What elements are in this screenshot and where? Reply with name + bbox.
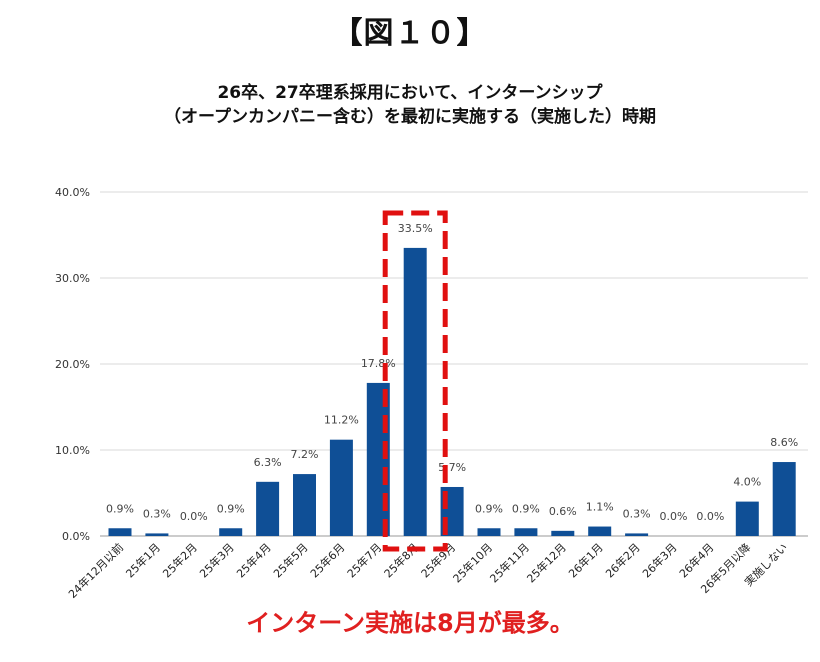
bar [735, 501, 759, 536]
data-label: 0.9% [475, 502, 503, 515]
conclusion-text: インターン実施は8月が最多。 [246, 609, 574, 637]
figure-label: 【図１０】 [332, 16, 488, 51]
y-axis-ticks: 0.0% 10.0% 20.0% 30.0% 40.0% [55, 186, 90, 543]
data-label: 0.0% [180, 510, 208, 523]
data-label: 6.3% [254, 456, 282, 469]
x-tick-label: 25年4月 [233, 540, 273, 580]
y-tick-label: 10.0% [55, 444, 90, 457]
data-label: 1.1% [586, 501, 614, 514]
x-tick-label: 25年10月 [450, 540, 495, 585]
highlight-box-august [382, 210, 448, 552]
y-tick-label: 30.0% [55, 272, 90, 285]
y-tick-label: 0.0% [62, 530, 90, 543]
bar [145, 533, 169, 536]
x-tick-label: 26年3月 [639, 540, 679, 580]
data-label: 7.2% [291, 448, 319, 461]
data-label: 5.7% [438, 461, 466, 474]
bar [551, 530, 575, 536]
data-label: 4.0% [733, 476, 761, 489]
bar [219, 528, 243, 536]
x-tick-label: 26年2月 [602, 540, 642, 580]
bar [514, 528, 538, 536]
data-label: 11.2% [324, 414, 359, 427]
x-tick-label: 24年12月以前 [65, 540, 126, 601]
x-tick-label: 25年3月 [197, 540, 237, 580]
bar [108, 528, 132, 536]
data-label: 33.5% [398, 222, 433, 235]
data-label: 0.3% [143, 507, 171, 520]
data-label: 17.8% [361, 357, 396, 370]
data-label: 0.0% [696, 510, 724, 523]
bar [329, 439, 353, 536]
x-tick-label: 25年12月 [524, 540, 569, 585]
gridlines [100, 191, 808, 537]
bar [403, 247, 427, 536]
y-tick-label: 40.0% [55, 186, 90, 199]
data-label: 0.9% [512, 502, 540, 515]
bar [477, 528, 501, 536]
x-tick-label: 25年1月 [123, 540, 163, 580]
x-tick-label: 25年11月 [487, 540, 532, 585]
bars [108, 247, 796, 536]
bar [588, 526, 612, 536]
x-tick-label: 25年6月 [307, 540, 347, 580]
data-label: 0.3% [623, 507, 651, 520]
bar [293, 474, 316, 536]
x-tick-label: 25年2月 [160, 540, 200, 580]
bar [256, 481, 280, 536]
data-label: 8.6% [770, 436, 798, 449]
data-label: 0.9% [217, 502, 245, 515]
chart-subtitle-line-1: 26卒、27卒理系採用において、インターンシップ [217, 83, 603, 103]
data-label: 0.9% [106, 502, 134, 515]
data-labels: 0.9% 0.3% 0.0% 0.9% 6.3% 7.2% 11.2% 17.8% 33.5% 5… [106, 222, 798, 523]
x-tick-label: 25年7月 [344, 540, 384, 580]
x-tick-label: 26年1月 [566, 540, 606, 580]
x-axis-ticks: 24年12月以前25年1月25年2月25年3月25年4月25年5月25年6月25… [65, 540, 790, 601]
chart-subtitle-line-2: （オープンカンパニー含む）を最初に実施する（実施した）時期 [164, 107, 656, 127]
data-label: 0.0% [660, 510, 688, 523]
bar [625, 533, 649, 536]
y-tick-label: 20.0% [55, 358, 90, 371]
data-label: 0.6% [549, 505, 577, 518]
bar [772, 462, 796, 536]
x-tick-label: 25年5月 [270, 540, 310, 580]
